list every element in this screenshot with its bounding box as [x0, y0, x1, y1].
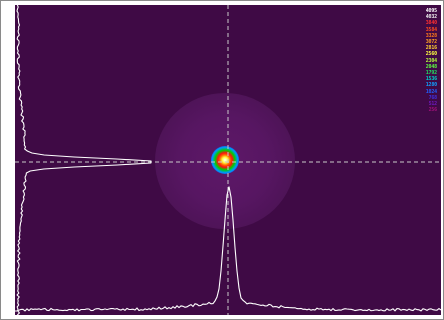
color-scale-label: 2048: [425, 63, 437, 70]
color-scale-label: 1280: [425, 82, 437, 89]
color-scale-label: 256: [428, 107, 438, 114]
color-scale-label: 3072: [425, 39, 437, 46]
beam-spot-icon: [211, 146, 239, 174]
profile-overlay: [15, 5, 441, 315]
color-scale-label: 3328: [425, 32, 437, 39]
color-scale-label: 3840: [425, 20, 437, 27]
horizontal-intensity-profile: [15, 186, 441, 312]
color-scale-label: 3584: [425, 26, 437, 33]
color-scale-label: 2816: [425, 45, 437, 52]
color-scale-label: 512: [428, 101, 438, 108]
color-scale-label: 4095: [425, 8, 437, 14]
color-scale-label: 768: [428, 94, 438, 101]
intensity-color-scale: 4095 4032 3840 3584 3328 3072 2816 2560 2304 2048…: [417, 8, 437, 113]
color-scale-label: 2304: [425, 57, 437, 64]
beam-image-view[interactable]: 4095 4032 3840 3584 3328 3072 2816 2560 2304 2048…: [15, 5, 441, 315]
color-scale-label: 1792: [425, 70, 437, 77]
color-scale-label: 1024: [425, 88, 437, 95]
vertical-intensity-profile: [16, 5, 152, 315]
color-scale-label: 2560: [425, 51, 437, 58]
color-scale-label: 1536: [425, 76, 437, 83]
color-scale-label: 4032: [425, 14, 437, 21]
